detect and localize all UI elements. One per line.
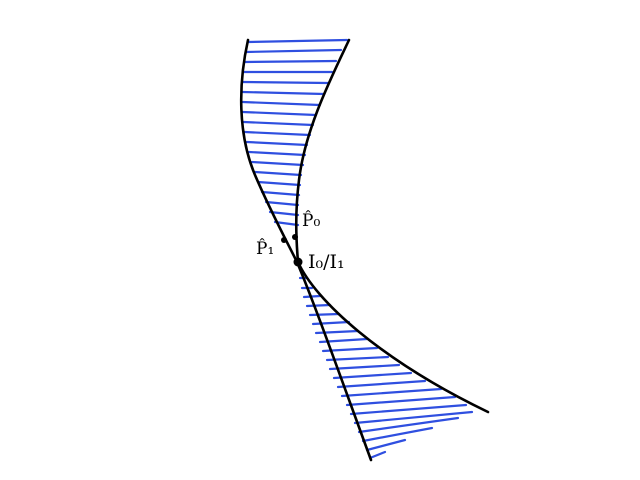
point-p1	[281, 237, 287, 243]
label-p1: P̂₁	[256, 239, 274, 259]
intersection-point	[293, 257, 303, 267]
label-p0: P̂₀	[302, 211, 320, 231]
upper-region-hatching	[241, 38, 349, 227]
label-intersection: I₀/I₁	[308, 251, 345, 273]
point-p0	[292, 234, 298, 240]
lower-region-hatching	[298, 276, 474, 460]
left-boundary-curve	[239, 38, 373, 462]
right-boundary-curve	[294, 38, 490, 414]
